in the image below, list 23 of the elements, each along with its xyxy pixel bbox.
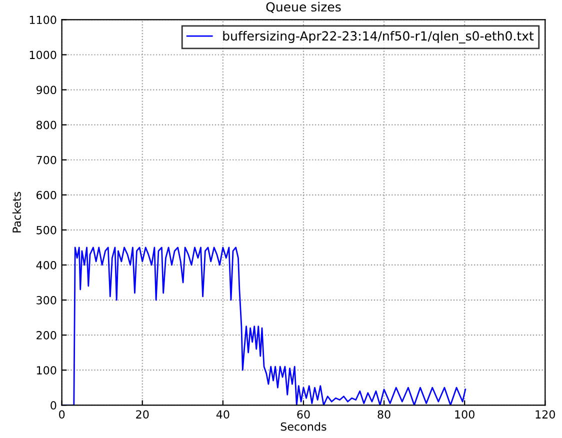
x-tick-label: 120 — [536, 410, 556, 419]
y-tick-label: 400 — [36, 260, 56, 270]
chart-title: Queue sizes — [266, 2, 341, 13]
x-tick-label: 60 — [297, 410, 310, 419]
y-tick-label: 800 — [36, 120, 56, 130]
y-tick-label: 1000 — [30, 50, 56, 60]
x-axis-title: Seconds — [280, 422, 326, 431]
x-tick-label: 80 — [378, 410, 390, 419]
y-tick-label: 1100 — [30, 16, 56, 24]
legend-label: buffersizing-Apr22-23:14/nf50-r1/qlen_s0-eth0.txt — [223, 30, 534, 44]
y-tick-label: 0 — [50, 401, 56, 410]
y-tick-label: 200 — [36, 331, 56, 340]
y-tick-label: 700 — [36, 156, 56, 164]
x-tick-label: 0 — [59, 410, 65, 419]
x-tick-label: 40 — [216, 410, 230, 419]
x-tick-label: 20 — [136, 410, 149, 419]
y-tick-label: 100 — [36, 366, 56, 374]
y-axis-title: Packets — [12, 192, 21, 232]
x-tick-label: 100 — [455, 410, 474, 419]
y-tick-label: 500 — [36, 226, 56, 234]
y-tick-label: 900 — [36, 86, 56, 94]
y-tick-label: 300 — [36, 296, 56, 304]
y-tick-label: 600 — [36, 190, 56, 200]
